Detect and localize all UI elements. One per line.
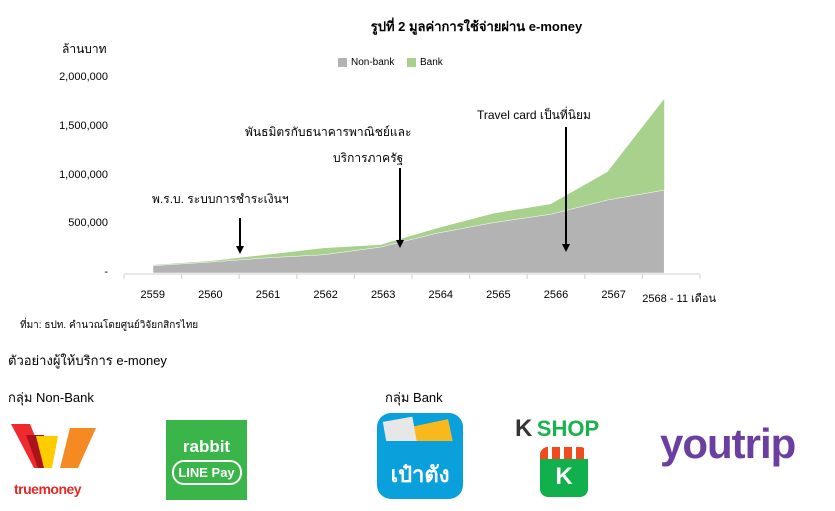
paotang-logo: เป๋าตัง [377, 413, 463, 499]
area-chart [123, 98, 701, 279]
arrow-head-icon [562, 244, 570, 252]
legend-label-nonbank: Non-bank [351, 57, 395, 68]
truemoney-w-icon [11, 424, 96, 468]
kshop-k-text: K [515, 415, 533, 442]
y-tick-label: 2,000,000 [59, 71, 108, 83]
source-note: ที่มา: ธปท. คำนวณโดยศูนย์วิจัยกสิกรไทย [20, 320, 199, 331]
x-tick-label: 2560 [198, 289, 223, 301]
legend-swatch-nonbank [338, 58, 347, 67]
x-tick-label: 2559 [140, 289, 166, 301]
annotation-partnership-line1: พันธมิตรกับธนาคารพาณิชย์และ [245, 125, 412, 139]
y-tick-label: 500,000 [68, 217, 108, 230]
legend-item-nonbank: Non-bank [338, 57, 394, 68]
y-tick-label: - [104, 266, 108, 278]
annotation-partnership-line2: บริการภาครัฐ [333, 151, 404, 165]
chart-title: รูปที่ 2 มูลค่าการใช้จ่ายผ่าน e-money [370, 19, 583, 34]
kshop-logo: K SHOP K [515, 415, 615, 500]
kshop-shop-text: SHOP [536, 416, 600, 441]
y-tick-label: 1,000,000 [59, 168, 108, 181]
paotang-text: เป๋าตัง [390, 462, 450, 487]
area-bank [153, 98, 665, 274]
truemoney-logo: truemoney [8, 420, 100, 500]
line-pay-text: LINE Pay [171, 460, 242, 485]
legend-item-bank: Bank [407, 57, 443, 68]
rabbit-text: rabbit [182, 437, 231, 456]
x-tick-label: 2563 [370, 289, 396, 301]
group-label-nonbank: กลุ่ม Non-Bank [8, 390, 94, 405]
x-tick-label: 2561 [255, 289, 281, 301]
annotation-travel-card: Travel card เป็นที่นิยม [477, 108, 591, 122]
legend-swatch-bank [407, 58, 416, 67]
x-tick-label: 2564 [428, 289, 454, 301]
kshop-store-icon: K [540, 447, 588, 497]
x-tick-label: 2568 - 11 เดือน [642, 293, 717, 305]
x-tick-label: 2565 [486, 289, 511, 301]
x-tick-label: 2567 [601, 289, 626, 301]
section-title: ตัวอย่างผู้ให้บริการ e-money [8, 353, 167, 368]
kshop-store-k-text: K [555, 463, 573, 490]
annotation-payment-act: พ.ร.บ. ระบบการชำระเงินฯ [152, 192, 289, 206]
group-label-bank: กลุ่ม Bank [385, 390, 443, 405]
legend-label-bank: Bank [420, 57, 443, 68]
y-axis-label: ล้านบาท [62, 42, 107, 56]
area-nonbank [152, 189, 665, 274]
arrow-head-icon [396, 240, 404, 248]
x-tick-label: 2562 [313, 289, 338, 301]
y-tick-label: 1,500,000 [59, 119, 108, 132]
x-tick-label: 2566 [543, 289, 569, 301]
rabbit-line-pay-logo: rabbit LINE Pay [166, 420, 247, 500]
truemoney-text: truemoney [14, 481, 82, 497]
youtrip-logo: youtrip [660, 420, 796, 467]
arrow-head-icon [236, 246, 244, 254]
